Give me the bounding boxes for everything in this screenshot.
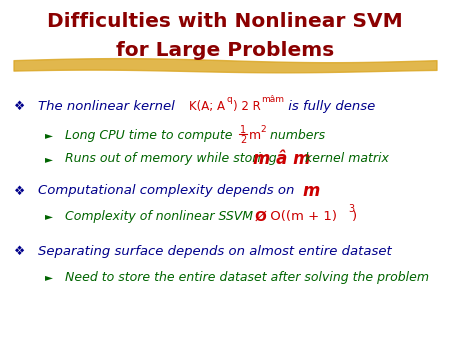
Text: ►: ►	[45, 272, 53, 282]
Text: Ø: Ø	[254, 209, 266, 223]
Text: Complexity of nonlinear SSVM: Complexity of nonlinear SSVM	[65, 210, 257, 223]
Text: ❖: ❖	[14, 245, 25, 258]
Text: Long CPU time to compute: Long CPU time to compute	[65, 129, 237, 142]
Text: 1: 1	[240, 125, 246, 135]
Text: kernel matrix: kernel matrix	[301, 152, 388, 165]
Text: O((m + 1): O((m + 1)	[266, 210, 338, 223]
Text: ►: ►	[45, 130, 53, 140]
Text: mâm: mâm	[261, 95, 284, 103]
Text: 2: 2	[260, 125, 265, 134]
Text: 3: 3	[348, 204, 355, 214]
Text: for Large Problems: for Large Problems	[116, 41, 334, 59]
Text: ►: ►	[45, 211, 53, 221]
Text: Computational complexity depends on: Computational complexity depends on	[38, 185, 299, 197]
Text: Difficulties with Nonlinear SVM: Difficulties with Nonlinear SVM	[47, 12, 403, 31]
Text: Separating surface depends on almost entire dataset: Separating surface depends on almost ent…	[38, 245, 392, 258]
Text: The nonlinear kernel: The nonlinear kernel	[38, 100, 179, 113]
Text: ❖: ❖	[14, 185, 25, 197]
Text: ►: ►	[45, 154, 53, 164]
Text: 2: 2	[240, 135, 246, 145]
Text: m â m: m â m	[253, 150, 310, 168]
Text: m: m	[302, 182, 320, 200]
Text: ❖: ❖	[14, 100, 25, 113]
Text: m: m	[248, 129, 261, 142]
Text: Need to store the entire dataset after solving the problem: Need to store the entire dataset after s…	[65, 271, 429, 284]
Text: ): )	[352, 210, 357, 223]
Text: Runs out of memory while storing: Runs out of memory while storing	[65, 152, 281, 165]
Text: numbers: numbers	[266, 129, 324, 142]
Text: is fully dense: is fully dense	[284, 100, 375, 113]
Text: ) 2 R: ) 2 R	[233, 100, 261, 113]
Text: q: q	[226, 95, 232, 103]
Text: K(A; A: K(A; A	[189, 100, 225, 113]
